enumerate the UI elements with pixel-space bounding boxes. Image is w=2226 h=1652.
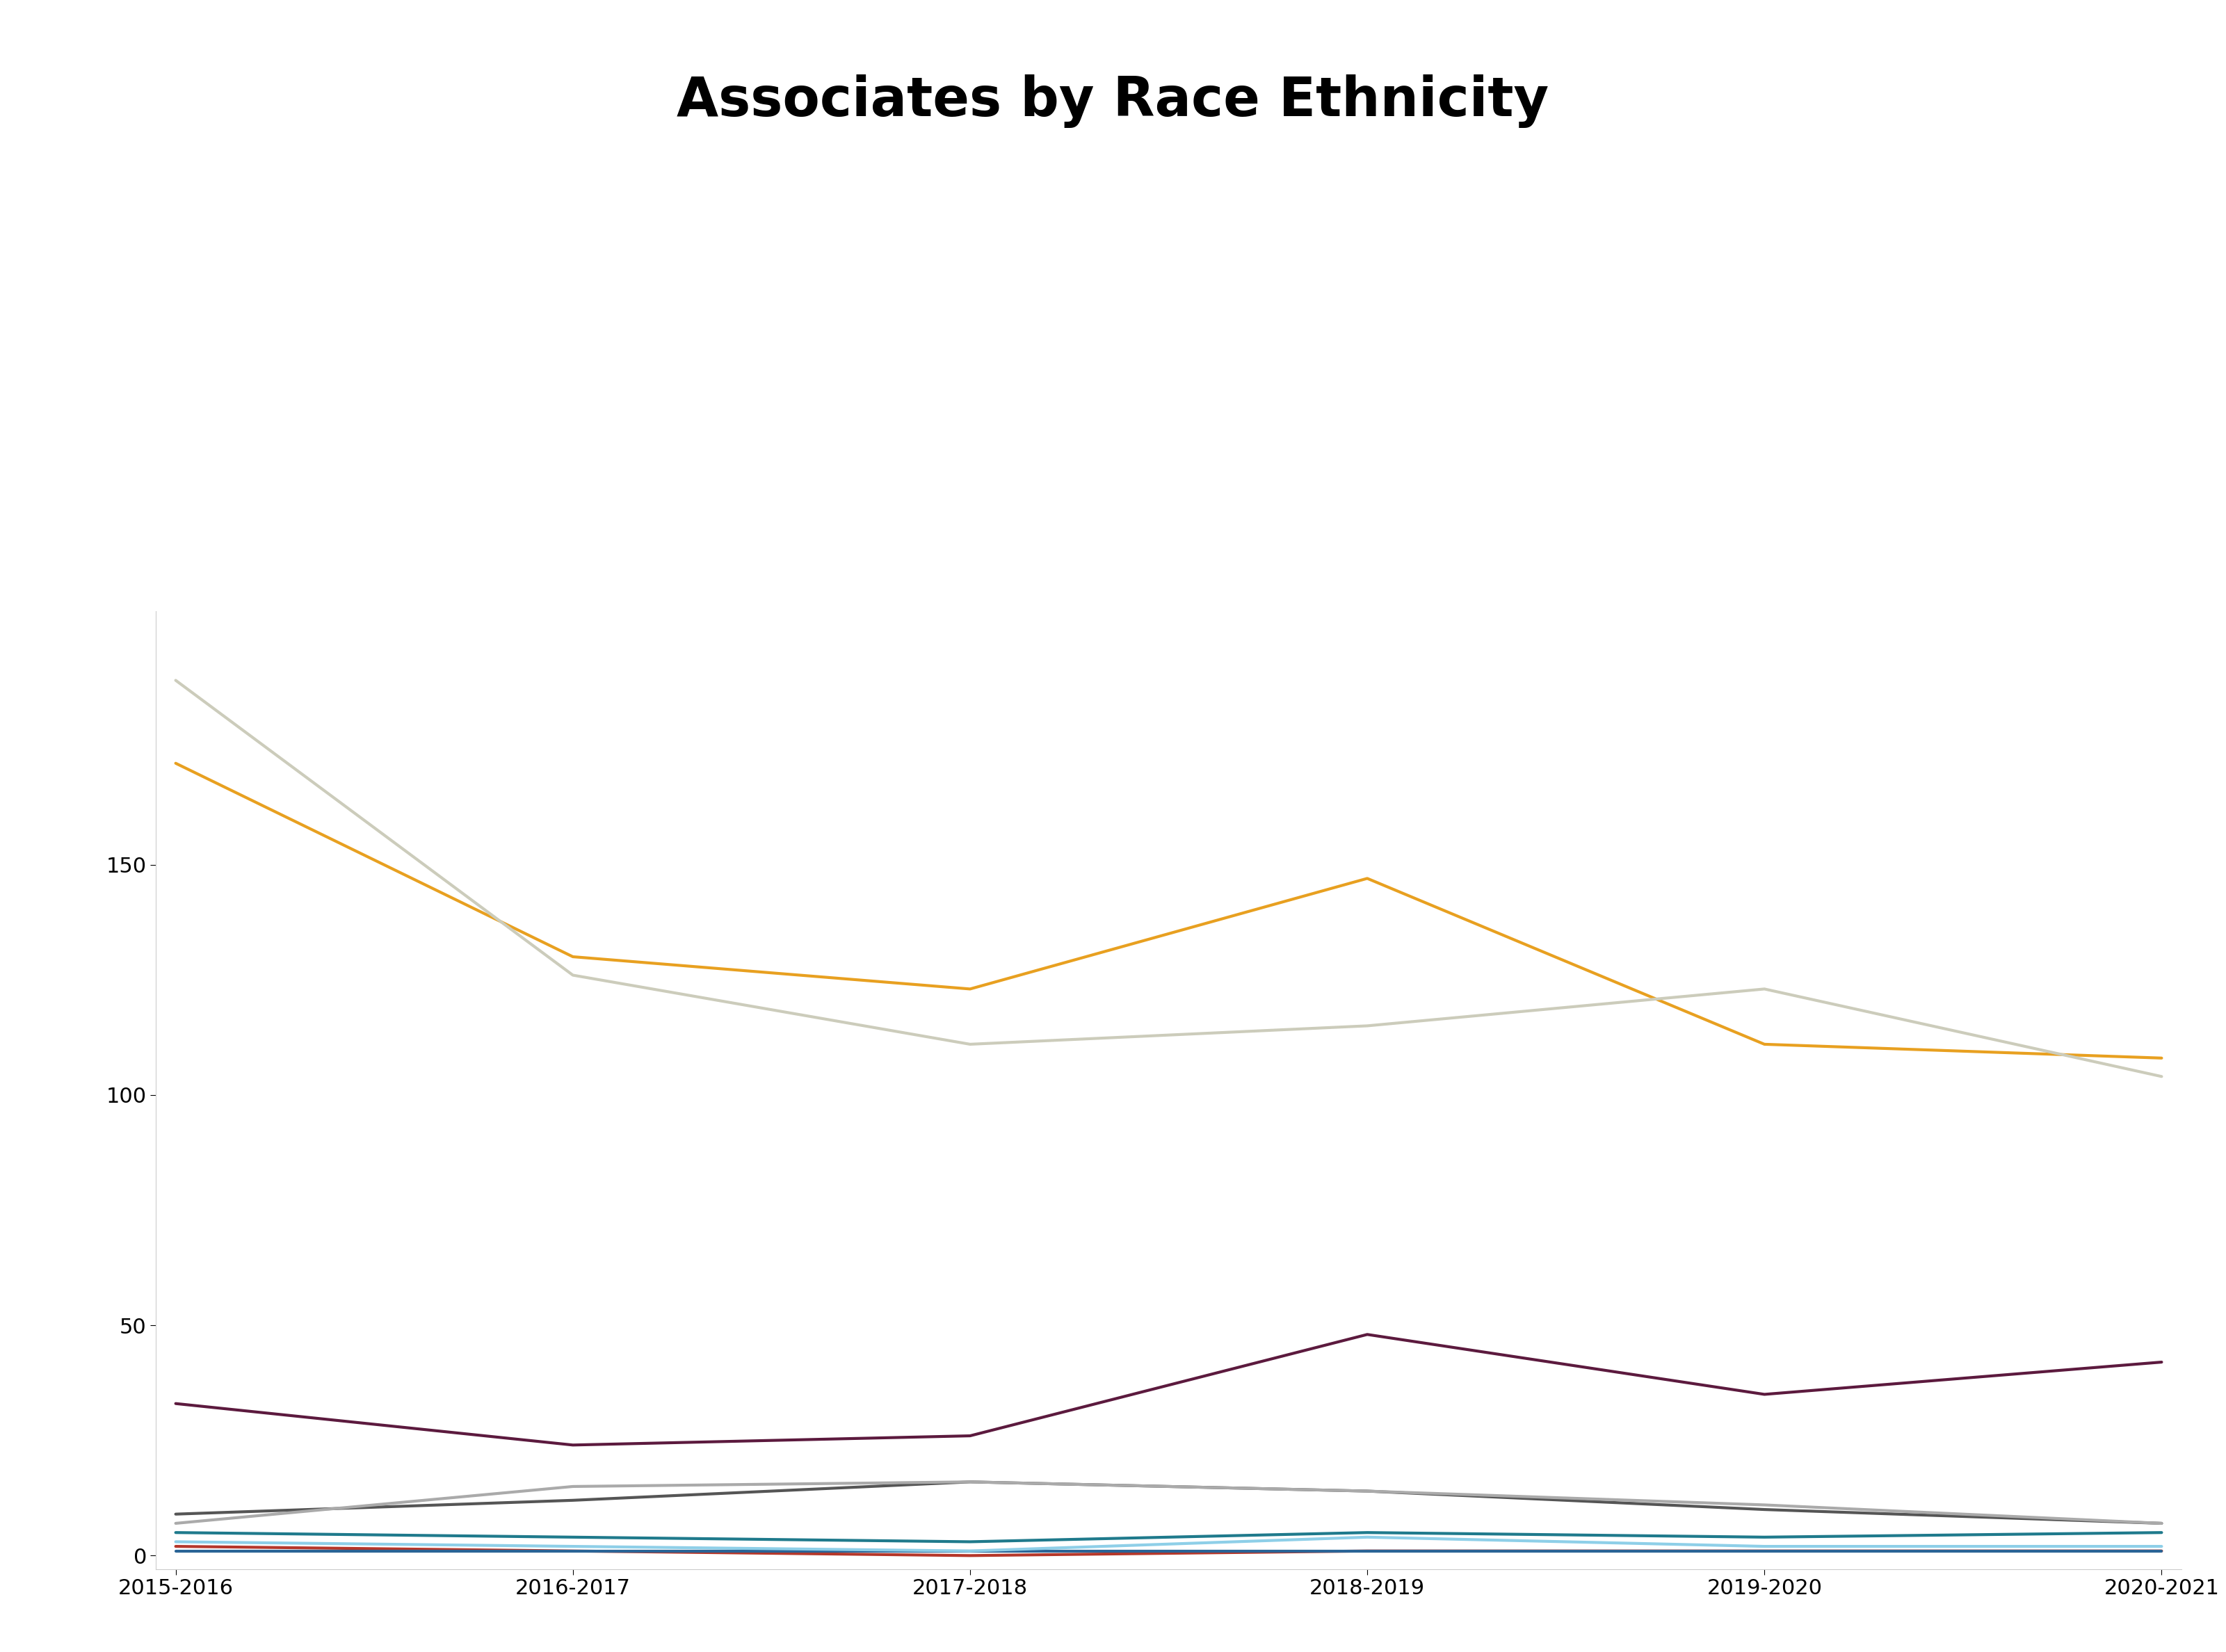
Text: Associates by Race Ethnicity: Associates by Race Ethnicity [677, 74, 1549, 127]
